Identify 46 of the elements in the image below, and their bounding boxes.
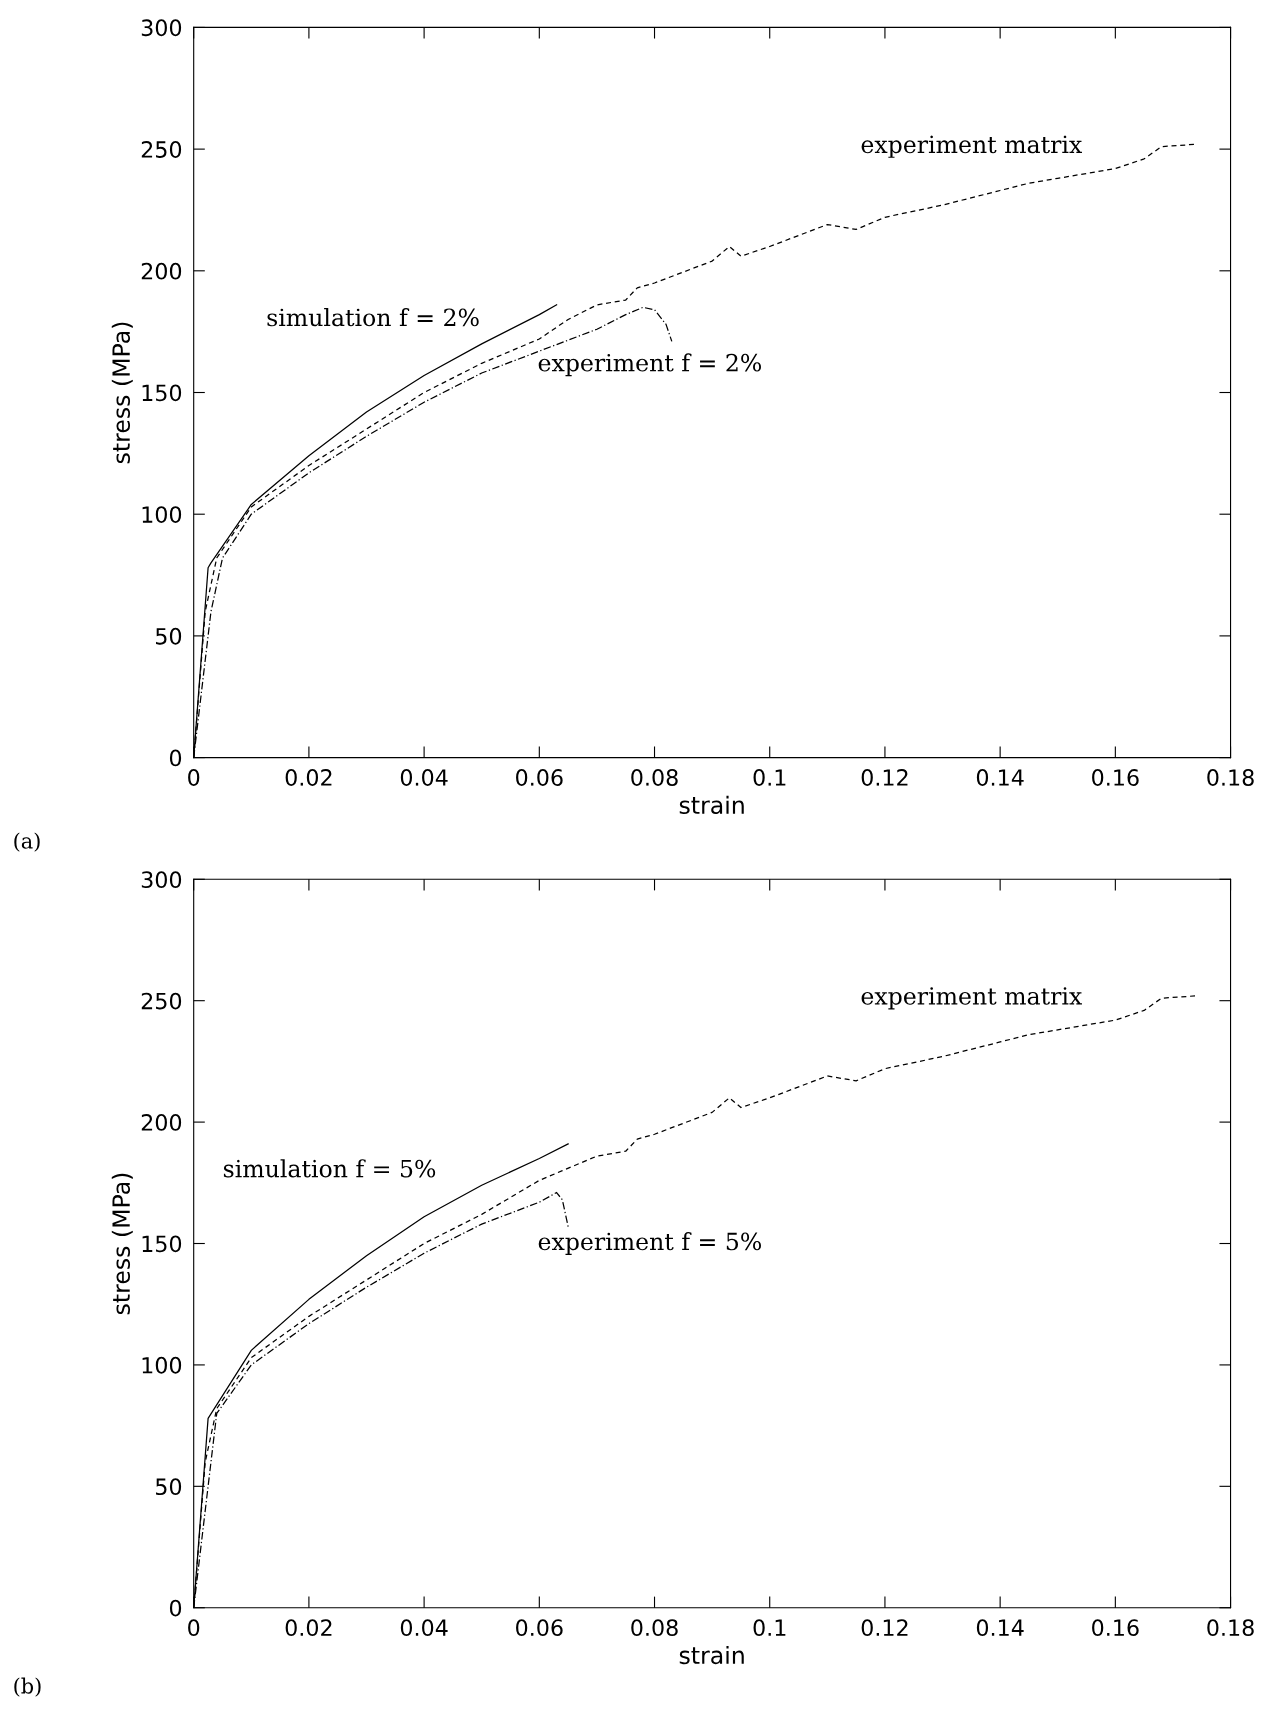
text: (a) [14,832,40,852]
x-tick-label: 0 [188,1619,200,1637]
y-tick-label: 200 [141,262,182,280]
x-axis-title: strain [679,1645,744,1665]
x-tick-label: 0.06 [516,1619,563,1637]
x-tick-label: 0 [188,769,200,786]
y-axis-title: stress (MPa) [111,1173,133,1315]
x-tick-label: 0.02 [285,1619,332,1637]
x-tick-label: 0.16 [1092,769,1139,786]
annotation: experiment f = 2% [538,353,761,377]
y-tick-label: 250 [141,141,182,158]
x-tick-label: 0.18 [1207,769,1254,786]
x-tick-label: 0.04 [400,769,448,786]
annotation: simulation f = 5% [223,1159,436,1178]
y-tick-label: 100 [142,506,182,523]
x-tick-label: 0.08 [631,1619,678,1637]
y-tick-label: 150 [142,1235,182,1253]
y-tick-label: 50 [156,627,182,645]
y-tick-label: 200 [141,1114,182,1131]
x-tick-label: 0.04 [400,1619,448,1637]
annotation: experiment f = 5% [538,1232,761,1255]
x-tick-label: 0.16 [1092,1619,1139,1637]
x-tick-label: 0.14 [976,769,1024,786]
x-tick-label: 0.1 [753,769,786,786]
y-tick-label: 0 [169,749,182,767]
y-tick-label: 50 [156,1478,182,1496]
x-tick-label: 0.06 [516,769,563,786]
y-tick-label: 250 [141,992,182,1010]
x-tick-label: 0.02 [285,769,332,786]
annotation: simulation f = 2% [267,308,479,327]
y-tick-label: 150 [142,384,182,402]
x-tick-label: 0.12 [861,1619,908,1637]
x-tick-label: 0.18 [1207,1619,1254,1637]
x-tick-label: 0.14 [976,1619,1024,1637]
annotation: experiment matrix [861,987,1082,1010]
x-tick-label: 0.1 [753,1619,786,1637]
text: (b) [14,1677,41,1697]
y-tick-label: 300 [141,871,182,889]
y-axis-title: stress (MPa) [111,322,133,464]
x-tick-label: 0.08 [631,769,678,786]
y-tick-label: 0 [169,1599,182,1617]
y-tick-label: 300 [141,19,182,37]
x-tick-label: 0.12 [861,769,908,786]
x-axis-title: strain [679,795,744,815]
y-tick-label: 100 [142,1356,182,1374]
annotation: experiment matrix [861,135,1082,158]
